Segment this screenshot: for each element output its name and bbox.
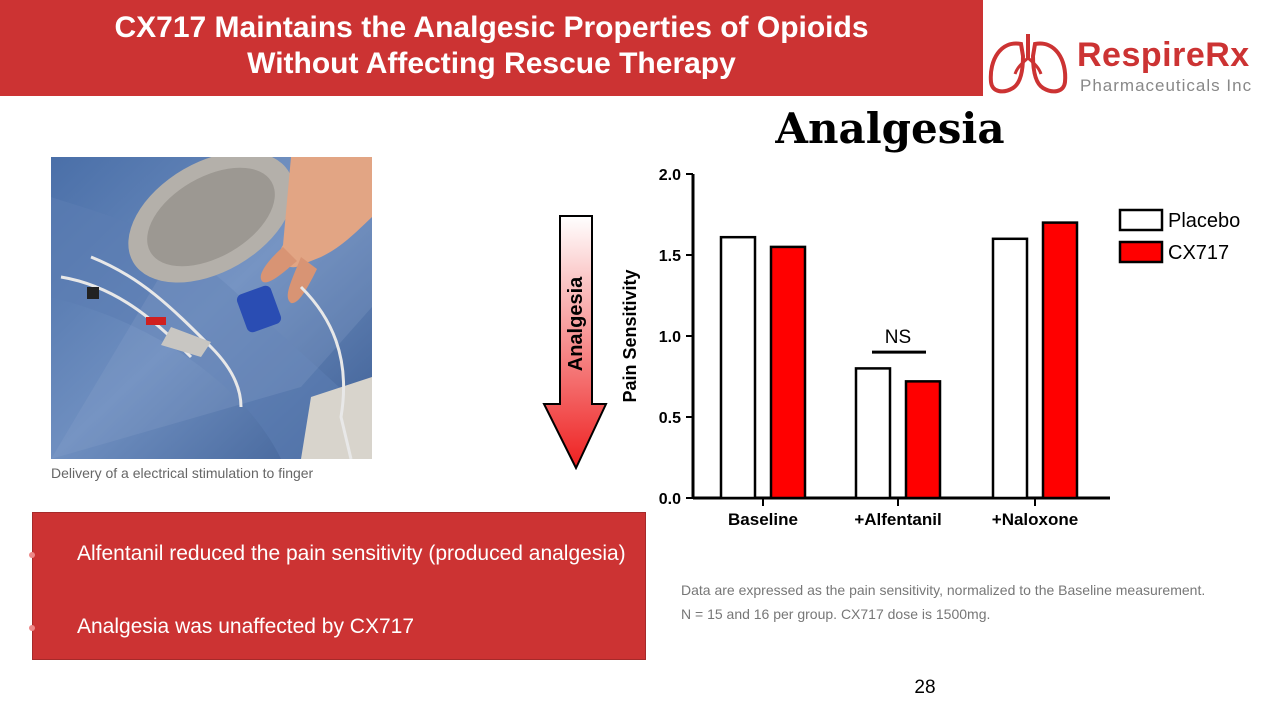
- bar-chart: 0.0 0.5 1.0 1.5 2.0 Pain Sensitivity Baseline +…: [620, 167, 1240, 529]
- x-tick-label: +Naloxone: [992, 510, 1078, 529]
- bullet-icon: [29, 625, 35, 631]
- slide-title-bar: CX717 Maintains the Analgesic Properties…: [0, 0, 983, 96]
- bar-cx717: [1041, 221, 1079, 500]
- bar-cx717: [769, 245, 807, 500]
- page-number: 28: [914, 677, 936, 698]
- bullet-icon: [29, 552, 35, 558]
- legend-swatch: [1118, 240, 1164, 264]
- bar-placebo: [991, 237, 1029, 500]
- y-tick-label: 2.0: [659, 167, 681, 184]
- company-logo: RespireRx Pharmaceuticals Inc: [985, 30, 1280, 100]
- down-arrow-icon: Analgesia: [540, 214, 610, 471]
- photo-caption: Delivery of a electrical stimulation to …: [51, 465, 314, 481]
- ns-annotation: NS: [885, 327, 911, 348]
- lungs-icon: [988, 34, 1068, 94]
- finding-item: Analgesia was unaffected by CX717: [29, 613, 637, 641]
- footnote-normalization: Data are expressed as the pain sensitivi…: [681, 582, 1206, 598]
- chart-title: Analgesia: [775, 104, 1005, 153]
- slide-title-line2: Without Affecting Rescue Therapy: [247, 47, 736, 80]
- bar-cx717: [904, 380, 942, 500]
- hand-electrode-photo: [51, 157, 372, 459]
- key-findings-box: Alfentanil reduced the pain sensitivity …: [29, 512, 646, 660]
- arrow-label: Analgesia: [565, 276, 587, 371]
- x-tick-label: +Alfentanil: [854, 510, 941, 529]
- bar-placebo: [719, 235, 757, 500]
- finding-item: Alfentanil reduced the pain sensitivity …: [29, 540, 637, 568]
- x-tick-label: Baseline: [728, 510, 798, 529]
- finding-text: Analgesia was unaffected by CX717: [77, 615, 415, 638]
- y-axis-label: Pain Sensitivity: [620, 269, 640, 402]
- logo-subtitle: Pharmaceuticals Inc: [1080, 76, 1253, 95]
- y-tick-label: 1.0: [659, 329, 681, 346]
- logo-name: RespireRx: [1077, 36, 1250, 74]
- bar-placebo: [854, 367, 892, 500]
- slide-title-line1: CX717 Maintains the Analgesic Properties…: [114, 11, 869, 44]
- y-tick-label: 0.5: [659, 410, 681, 427]
- footnote-sample-size: N = 15 and 16 per group. CX717 dose is 1…: [681, 606, 991, 622]
- legend-label: CX717: [1168, 242, 1229, 264]
- y-tick-label: 1.5: [659, 248, 681, 265]
- legend-label: Placebo: [1168, 210, 1240, 232]
- y-tick-label: 0.0: [659, 491, 681, 508]
- legend-swatch: [1118, 208, 1164, 232]
- finding-text: Alfentanil reduced the pain sensitivity …: [77, 542, 626, 565]
